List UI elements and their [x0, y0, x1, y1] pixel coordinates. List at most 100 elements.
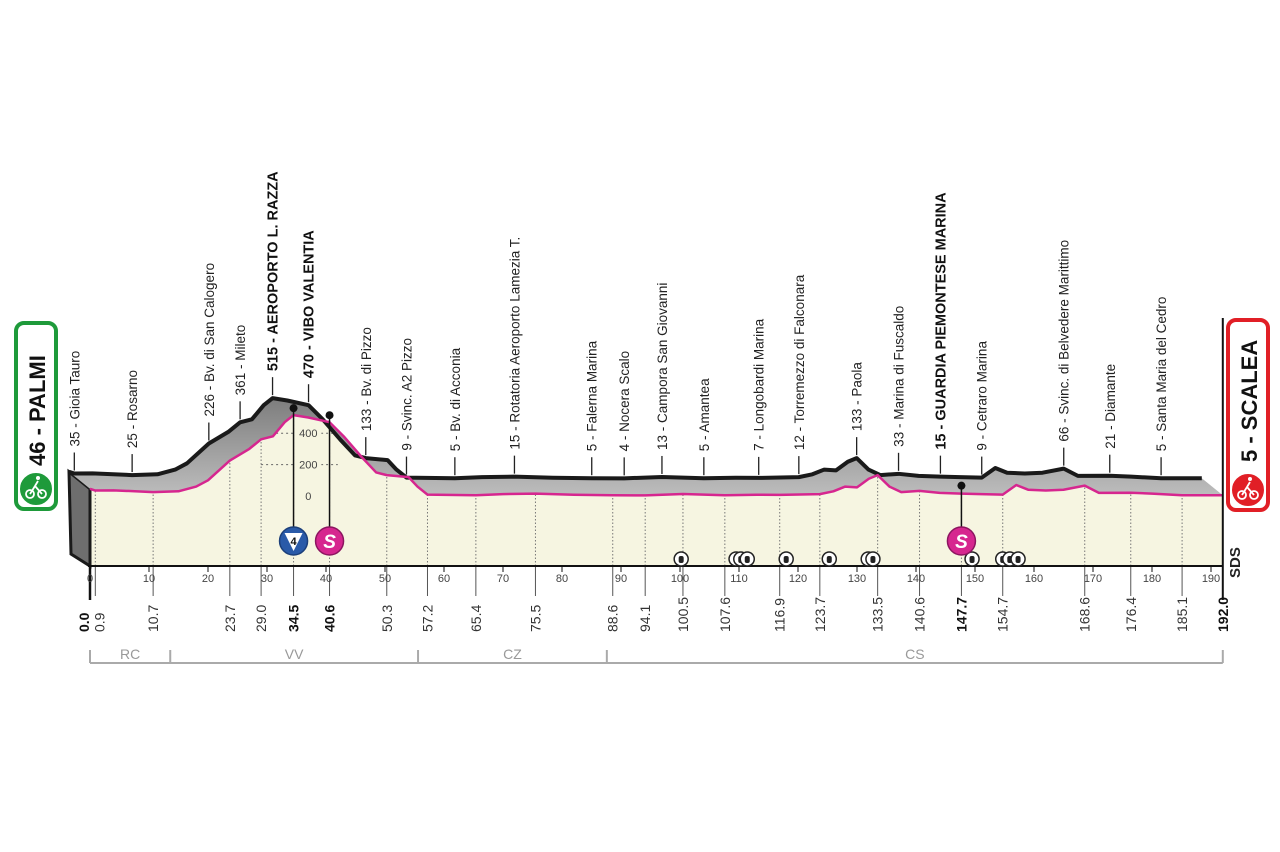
x-tick-label: 30 [261, 573, 273, 585]
tunnel-icon [778, 551, 794, 567]
sponsor-mark: SDS [1227, 547, 1244, 578]
waypoint-label: 13 - Campora San Giovanni [655, 283, 670, 450]
waypoint-label: 15 - Rotatoria Aeroporto Lamezia T. [507, 237, 522, 450]
x-tick-label: 50 [379, 573, 391, 585]
km-label: 185.1 [1174, 597, 1190, 632]
province-label: VV [285, 646, 304, 662]
start-badge: 46 - PALMI [14, 321, 58, 511]
km-label: 75.5 [527, 605, 543, 632]
waypoint-label: 4 - Nocera Scalo [617, 351, 632, 452]
tunnel-icon [865, 551, 881, 567]
x-tick-label: 130 [848, 573, 866, 585]
waypoint-label: 226 - Bv. di San Calogero [202, 263, 217, 417]
cyclist-icon [18, 471, 54, 507]
km-label: 65.4 [468, 605, 484, 632]
waypoint-label: 5 - Amantea [697, 378, 712, 451]
km-label: 40.6 [322, 605, 338, 632]
waypoint-label: 15 - GUARDIA PIEMONTESE MARINA [933, 192, 949, 450]
km-label: 29.0 [253, 605, 269, 632]
x-tick-label: 90 [615, 573, 627, 585]
waypoint-label: 5 - Falerna Marina [585, 340, 600, 451]
x-tick-label: 100 [671, 573, 689, 585]
x-tick-label: 110 [730, 573, 748, 585]
altitude-tick-bg [295, 490, 322, 502]
km-label: 94.1 [637, 605, 653, 632]
x-tick-label: 170 [1084, 573, 1102, 585]
km-label: 50.3 [379, 605, 395, 632]
tunnel-icon-core [969, 556, 975, 563]
cyclist-icon [1230, 472, 1266, 508]
km-label: 140.6 [912, 597, 928, 632]
x-tick-label: 80 [556, 573, 568, 585]
profile-ridge-line [68, 396, 1202, 481]
province-label: CZ [503, 646, 522, 662]
x-tick-label: 160 [1025, 573, 1043, 585]
elevation-line [89, 413, 1223, 497]
x-tick-label: 40 [320, 573, 332, 585]
sprint-point [325, 411, 334, 420]
km-label: 133.5 [870, 597, 886, 632]
kom-triangle-icon [284, 533, 303, 551]
km-start-label: 0.0 [76, 612, 92, 632]
altitude-tick-bg [295, 458, 322, 471]
km-label: 0.9 [91, 612, 107, 632]
waypoint-label: 515 - AEROPORTO L. RAZZA [266, 171, 282, 371]
waypoint-label: 25 - Rosarno [125, 370, 140, 448]
x-tick-label: 120 [789, 573, 807, 585]
waypoint-label: 12 - Torremezzo di Falconara [792, 274, 807, 450]
tunnel-icon-core [870, 556, 876, 563]
km-label: 10.7 [145, 605, 161, 632]
altitude-tick-label: 0 [305, 491, 311, 503]
tunnel-icon-core [826, 556, 832, 563]
altitude-tick-label: 200 [299, 460, 317, 472]
sprint-point [957, 481, 966, 490]
km-label: 123.7 [812, 597, 828, 632]
tunnel-icon [821, 551, 838, 567]
x-tick-label: 70 [497, 573, 509, 585]
finish-badge: 5 - SCALEA [1226, 318, 1270, 512]
tunnel-icon-core [744, 556, 750, 563]
sprint-badge [946, 526, 977, 556]
x-tick-label: 10 [143, 573, 155, 585]
altitude-tick-bg [295, 427, 322, 440]
x-tick-label: 140 [907, 573, 925, 585]
tunnel-icon-core [678, 556, 684, 563]
tunnel-icon [1010, 551, 1026, 567]
sprint-symbol: S [955, 532, 968, 553]
province-label: CS [905, 646, 924, 662]
sprint-symbol: S [323, 532, 336, 553]
kom-category: 4 [290, 536, 297, 548]
tunnel-icon-core [1015, 556, 1021, 563]
waypoint-label: 133 - Paola [850, 362, 865, 432]
km-label: 34.5 [286, 605, 302, 632]
finish-label: 5 - SCALEA [1237, 340, 1262, 462]
waypoint-label: 9 - Cetraro Marina [975, 341, 990, 451]
waypoint-label: 66 - Svinc. di Belvedere Marittimo [1057, 240, 1072, 442]
province-label: RC [120, 646, 140, 662]
km-label: 176.4 [1123, 597, 1139, 632]
sprint-badge [314, 526, 345, 556]
km-label: 116.9 [772, 598, 788, 632]
x-tick-label: 180 [1143, 573, 1161, 585]
x-tick-label: 60 [438, 573, 450, 585]
waypoint-label: 7 - Longobardi Marina [752, 318, 767, 451]
kom-point [289, 404, 298, 413]
x-tick-label: 190 [1202, 573, 1220, 585]
x-tick-label: 150 [966, 573, 984, 585]
waypoint-label: 361 - Mileto [233, 325, 248, 396]
km-label: 107.6 [717, 597, 733, 632]
km-finish-label: 192.0 [1215, 597, 1231, 632]
km-label: 88.6 [605, 605, 621, 632]
x-tick-label: 20 [202, 573, 214, 585]
km-label: 147.7 [953, 597, 969, 632]
waypoint-label: 5 - Bv. di Acconia [448, 347, 463, 451]
x-tick-label: 0 [87, 573, 93, 585]
waypoint-label: 9 - Svinc. A2 Pizzo [399, 338, 414, 451]
tunnel-icon [739, 551, 756, 567]
waypoint-label: 35 - Gioia Tauro [67, 351, 82, 447]
tunnel-icon [673, 551, 689, 567]
km-label: 100.5 [675, 597, 691, 632]
waypoint-label: 133 - Bv. di Pizzo [359, 327, 374, 431]
tunnel-icon-core [783, 556, 789, 563]
km-label: 154.7 [995, 597, 1011, 632]
